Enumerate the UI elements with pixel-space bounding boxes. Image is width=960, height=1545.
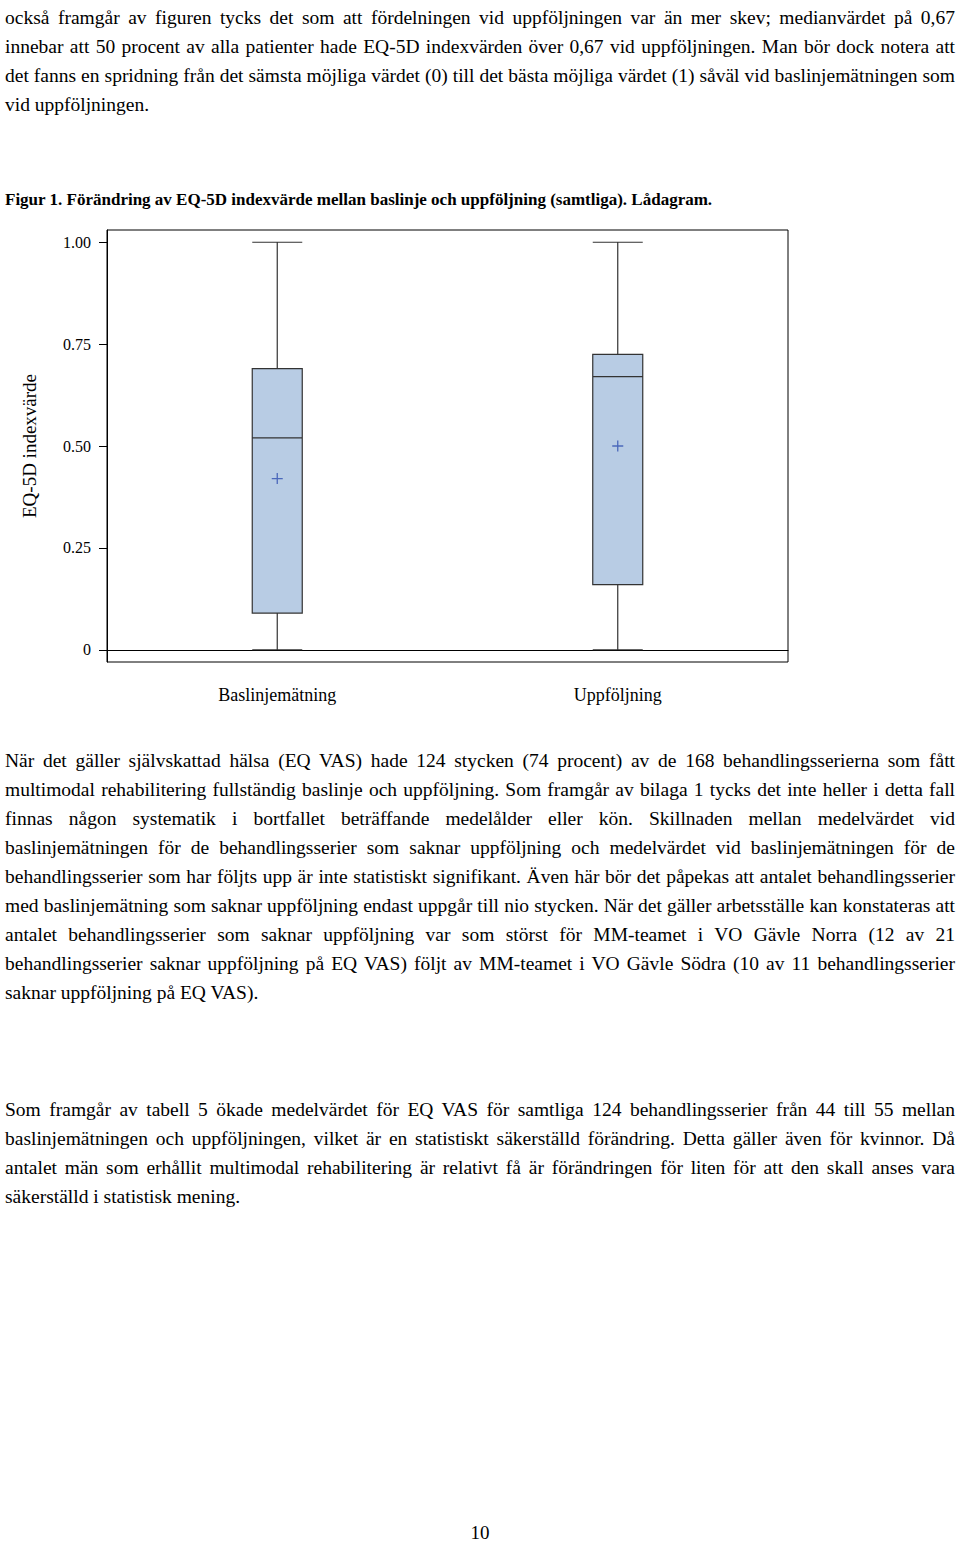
svg-text:0.75: 0.75: [63, 336, 91, 353]
svg-text:1.00: 1.00: [63, 234, 91, 251]
html-text:Som framgår av tabell 5 ökade: Som framgår av tabell 5 ökade medelvärde…: [5, 1099, 955, 1207]
html-text:Figur 1. Förändring av EQ-5D i: Figur 1. Förändring av EQ-5D indexvärde …: [5, 190, 713, 209]
svg-text:EQ-5D indexvärde: EQ-5D indexvärde: [19, 374, 40, 518]
svg-text:Uppföljning: Uppföljning: [574, 685, 662, 705]
svg-text:0: 0: [83, 641, 91, 658]
html-text:också framgår av figuren tycks: också framgår av figuren tycks det som a…: [5, 7, 955, 115]
html-text:När det gäller självskattad hä: När det gäller självskattad hälsa (EQ VA…: [5, 750, 955, 1003]
svg-text:0.25: 0.25: [63, 539, 91, 556]
html-text:10: 10: [470, 1522, 490, 1543]
svg-text:Baslinjemätning: Baslinjemätning: [218, 685, 336, 705]
svg-text:0.50: 0.50: [63, 438, 91, 455]
